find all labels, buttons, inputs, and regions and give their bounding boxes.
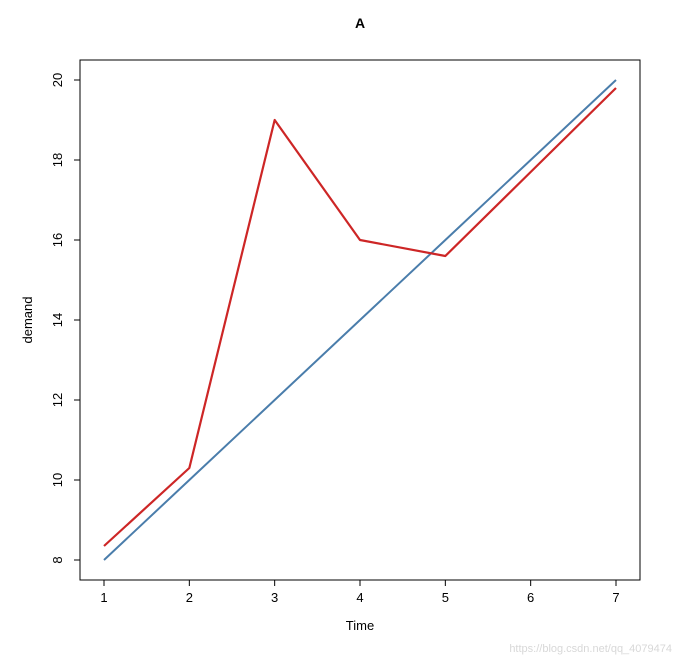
x-tick-label: 2 [186, 590, 193, 605]
chart-title: A [355, 15, 365, 31]
y-tick-label: 8 [50, 556, 65, 563]
x-tick-label: 5 [442, 590, 449, 605]
x-tick-label: 4 [356, 590, 363, 605]
x-tick-label: 1 [100, 590, 107, 605]
x-tick-label: 7 [612, 590, 619, 605]
y-tick-label: 18 [50, 153, 65, 167]
y-tick-label: 20 [50, 73, 65, 87]
x-tick-label: 6 [527, 590, 534, 605]
x-axis-label: Time [346, 618, 374, 633]
y-tick-label: 16 [50, 233, 65, 247]
line-chart: 12345678101214161820ATimedemandhttps://b… [0, 0, 673, 660]
x-tick-label: 3 [271, 590, 278, 605]
chart-container: 12345678101214161820ATimedemandhttps://b… [0, 0, 673, 660]
y-tick-label: 14 [50, 313, 65, 327]
y-axis-label: demand [20, 297, 35, 344]
chart-background [0, 0, 673, 660]
y-tick-label: 10 [50, 473, 65, 487]
y-tick-label: 12 [50, 393, 65, 407]
watermark: https://blog.csdn.net/qq_4079474 [509, 643, 672, 655]
